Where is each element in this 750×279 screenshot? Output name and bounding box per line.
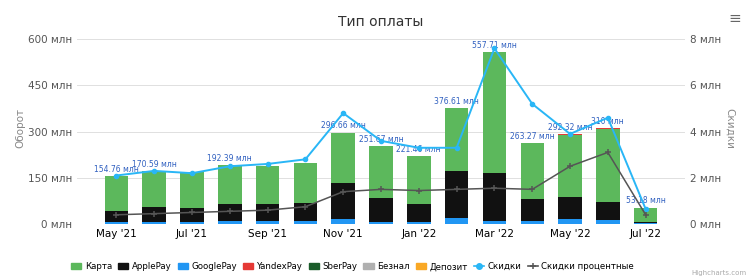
Скидки (263, 162, 272, 166)
Text: 154.76 млн: 154.76 млн (94, 165, 139, 174)
Скидки процентные (301, 205, 310, 208)
Bar (407, 204, 430, 222)
Text: 376.61 млн: 376.61 млн (434, 97, 479, 106)
Скидки (225, 165, 234, 168)
Legend: Карта, ApplePay, GooglePay, YandexPay, SberPay, Безнал, Депозит, Скидки, Скидки : Карта, ApplePay, GooglePay, YandexPay, S… (68, 259, 638, 275)
Bar (558, 135, 582, 198)
Bar (558, 219, 582, 224)
Скидки процентные (452, 188, 461, 191)
Bar (180, 208, 204, 222)
Скидки (339, 111, 348, 115)
Bar (445, 171, 468, 218)
Bar (596, 202, 619, 220)
Bar (256, 166, 279, 204)
Скидки (641, 207, 650, 211)
Скидки (301, 158, 310, 161)
Bar (596, 129, 619, 202)
Скидки процентные (188, 211, 196, 214)
Bar (332, 133, 355, 183)
Скидки процентные (225, 210, 234, 213)
Bar (634, 208, 657, 222)
Скидки процентные (112, 213, 121, 217)
Скидки процентные (641, 213, 650, 217)
Bar (105, 222, 128, 224)
Text: 53.18 млн: 53.18 млн (626, 196, 665, 205)
Bar (483, 173, 506, 221)
Скидки процентные (566, 165, 574, 168)
Bar (596, 220, 619, 224)
Bar (180, 222, 204, 224)
Bar (218, 221, 242, 224)
Скидки (414, 146, 423, 150)
Скидки процентные (263, 208, 272, 212)
Скидки процентные (603, 151, 612, 154)
Text: 263.27 млн: 263.27 млн (510, 132, 554, 141)
Скидки (452, 146, 461, 150)
Bar (256, 204, 279, 221)
Text: 192.39 млн: 192.39 млн (208, 153, 252, 163)
Bar (520, 143, 544, 199)
Скидки (528, 102, 537, 105)
Bar (142, 172, 166, 208)
Скидки (112, 174, 121, 177)
Скидки (566, 132, 574, 136)
Bar (369, 222, 393, 224)
Bar (332, 183, 355, 219)
Text: 170.59 млн: 170.59 млн (132, 160, 176, 169)
Скидки процентные (528, 188, 537, 191)
Скидки процентные (490, 187, 499, 190)
Y-axis label: Оборот: Оборот (15, 109, 25, 148)
Скидки (490, 47, 499, 50)
Bar (218, 205, 242, 221)
Скидки (150, 169, 159, 172)
Bar (483, 52, 506, 173)
Bar (294, 203, 317, 221)
Bar (218, 165, 242, 205)
Line: Скидки процентные: Скидки процентные (113, 149, 649, 218)
Скидки процентные (339, 190, 348, 193)
Text: 251.67 млн: 251.67 млн (358, 135, 404, 144)
Text: 221.46 млн: 221.46 млн (397, 145, 441, 154)
Bar (445, 108, 468, 171)
Bar (407, 156, 430, 204)
Text: 557.71 млн: 557.71 млн (472, 41, 517, 50)
Bar (256, 221, 279, 224)
Bar (558, 134, 582, 135)
Bar (445, 218, 468, 224)
Bar (332, 219, 355, 224)
Bar (558, 198, 582, 219)
Bar (105, 211, 128, 222)
Bar (634, 222, 657, 223)
Скидки процентные (150, 212, 159, 215)
Bar (634, 223, 657, 224)
Text: 292.32 млн: 292.32 млн (548, 123, 592, 132)
Скидки процентные (376, 188, 386, 191)
Text: 310 млн: 310 млн (592, 117, 624, 126)
Bar (142, 208, 166, 222)
Скидки процентные (414, 189, 423, 192)
Bar (520, 221, 544, 224)
Text: Highcharts.com: Highcharts.com (692, 270, 746, 276)
Bar (369, 198, 393, 222)
Bar (407, 222, 430, 224)
Bar (142, 222, 166, 224)
Text: 296.66 млн: 296.66 млн (321, 121, 366, 131)
Скидки (376, 139, 386, 143)
Bar (294, 221, 317, 224)
Y-axis label: Скидки: Скидки (725, 108, 735, 149)
Bar (520, 199, 544, 221)
Title: Тип оплаты: Тип оплаты (338, 15, 424, 29)
Bar (483, 221, 506, 224)
Bar (180, 172, 204, 208)
Bar (369, 146, 393, 198)
Bar (105, 176, 128, 211)
Скидки (603, 116, 612, 119)
Bar (294, 163, 317, 203)
Line: Скидки: Скидки (114, 46, 648, 211)
Скидки (188, 172, 196, 175)
Text: ≡: ≡ (728, 11, 741, 26)
